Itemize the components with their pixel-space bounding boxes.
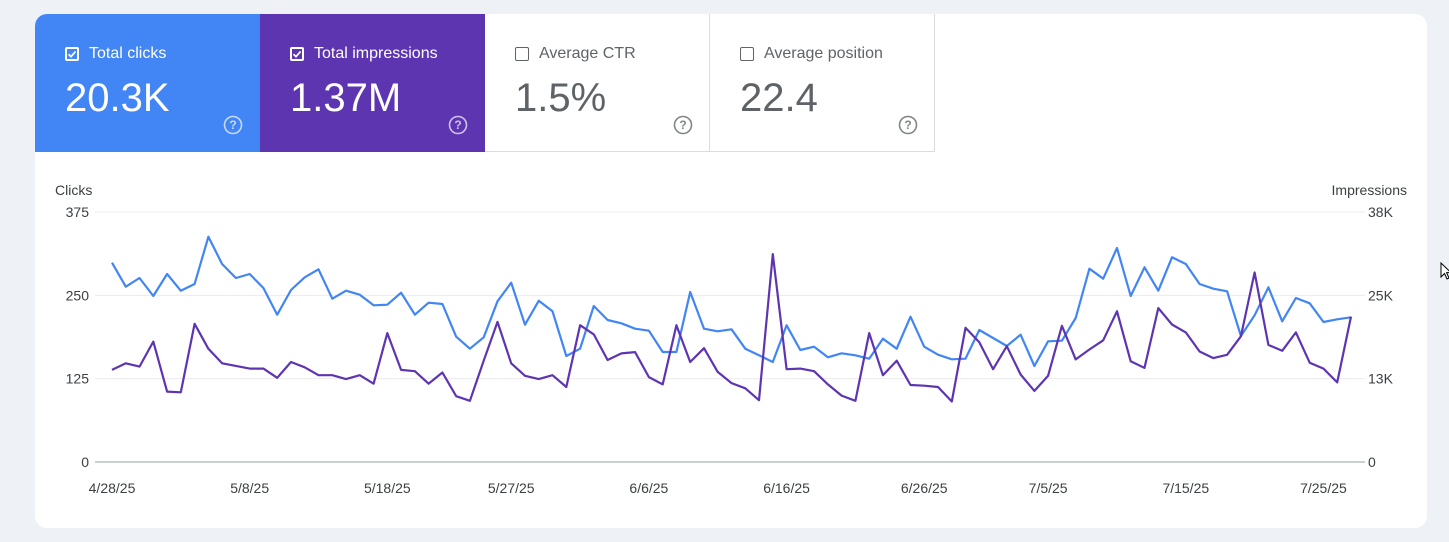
performance-card: Total clicks 20.3K ? Total impressions 1…	[35, 14, 1427, 528]
metric-average-ctr[interactable]: Average CTR 1.5% ?	[485, 14, 710, 152]
metric-cards: Total clicks 20.3K ? Total impressions 1…	[35, 14, 935, 152]
checkbox-checked-icon[interactable]	[290, 47, 304, 61]
svg-text:?: ?	[229, 118, 236, 132]
performance-chart[interactable]: Clicks Impressions 0 0 125 13K 250 25K 375 38K 4…	[35, 14, 1427, 528]
mouse-cursor-icon	[1440, 262, 1449, 280]
y-axis-label-right: Impressions	[1332, 182, 1407, 198]
metric-label: Average CTR	[539, 45, 636, 62]
metric-value: 22.4	[740, 76, 818, 120]
axis-ticks: 0 0 125 13K 250 25K 375 38K 4/28/25 5/8/25 5/18/25…	[66, 204, 1394, 496]
y-tick-label-right: 38K	[1368, 204, 1394, 220]
metric-total-clicks[interactable]: Total clicks 20.3K ?	[35, 14, 260, 152]
x-tick-label: 6/26/25	[901, 480, 948, 496]
x-tick-label: 5/8/25	[230, 480, 269, 496]
metric-average-position[interactable]: Average position 22.4 ?	[710, 14, 935, 152]
series-line-impressions	[111, 253, 1353, 403]
help-icon[interactable]: ?	[448, 115, 468, 135]
x-tick-label: 5/18/25	[364, 480, 411, 496]
metric-value: 1.37M	[290, 76, 402, 120]
y-axis-label-left: Clicks	[55, 182, 92, 198]
checkbox-checked-icon[interactable]	[65, 47, 79, 61]
metric-label: Total clicks	[89, 45, 167, 62]
y-tick-label-left: 250	[66, 287, 90, 303]
help-icon[interactable]: ?	[673, 115, 693, 135]
svg-text:?: ?	[679, 118, 686, 132]
x-tick-label: 7/5/25	[1029, 480, 1068, 496]
help-icon[interactable]: ?	[898, 115, 918, 135]
series-line-clicks	[111, 235, 1352, 368]
series-lines	[111, 235, 1353, 403]
gridlines	[95, 211, 1365, 463]
metric-total-impressions[interactable]: Total impressions 1.37M ?	[260, 14, 485, 152]
metric-label: Total impressions	[314, 45, 438, 62]
checkbox-unchecked-icon[interactable]	[740, 47, 754, 61]
x-tick-label: 6/6/25	[629, 480, 668, 496]
metric-label: Average position	[764, 45, 883, 62]
metric-value: 1.5%	[515, 76, 607, 120]
svg-text:?: ?	[454, 118, 461, 132]
y-tick-label-right: 13K	[1368, 371, 1394, 387]
metric-value: 20.3K	[65, 76, 170, 120]
svg-text:?: ?	[904, 118, 911, 132]
y-tick-label-left: 375	[66, 204, 90, 220]
x-tick-label: 7/25/25	[1300, 480, 1347, 496]
x-tick-label: 5/27/25	[488, 480, 535, 496]
y-tick-label-left: 125	[66, 371, 90, 387]
x-tick-label: 7/15/25	[1162, 480, 1209, 496]
x-tick-label: 4/28/25	[89, 480, 136, 496]
y-tick-label-right: 25K	[1368, 287, 1394, 303]
y-tick-label-right: 0	[1368, 454, 1376, 470]
y-tick-label-left: 0	[81, 454, 89, 470]
help-icon[interactable]: ?	[223, 115, 243, 135]
checkbox-unchecked-icon[interactable]	[515, 47, 529, 61]
x-tick-label: 6/16/25	[763, 480, 810, 496]
